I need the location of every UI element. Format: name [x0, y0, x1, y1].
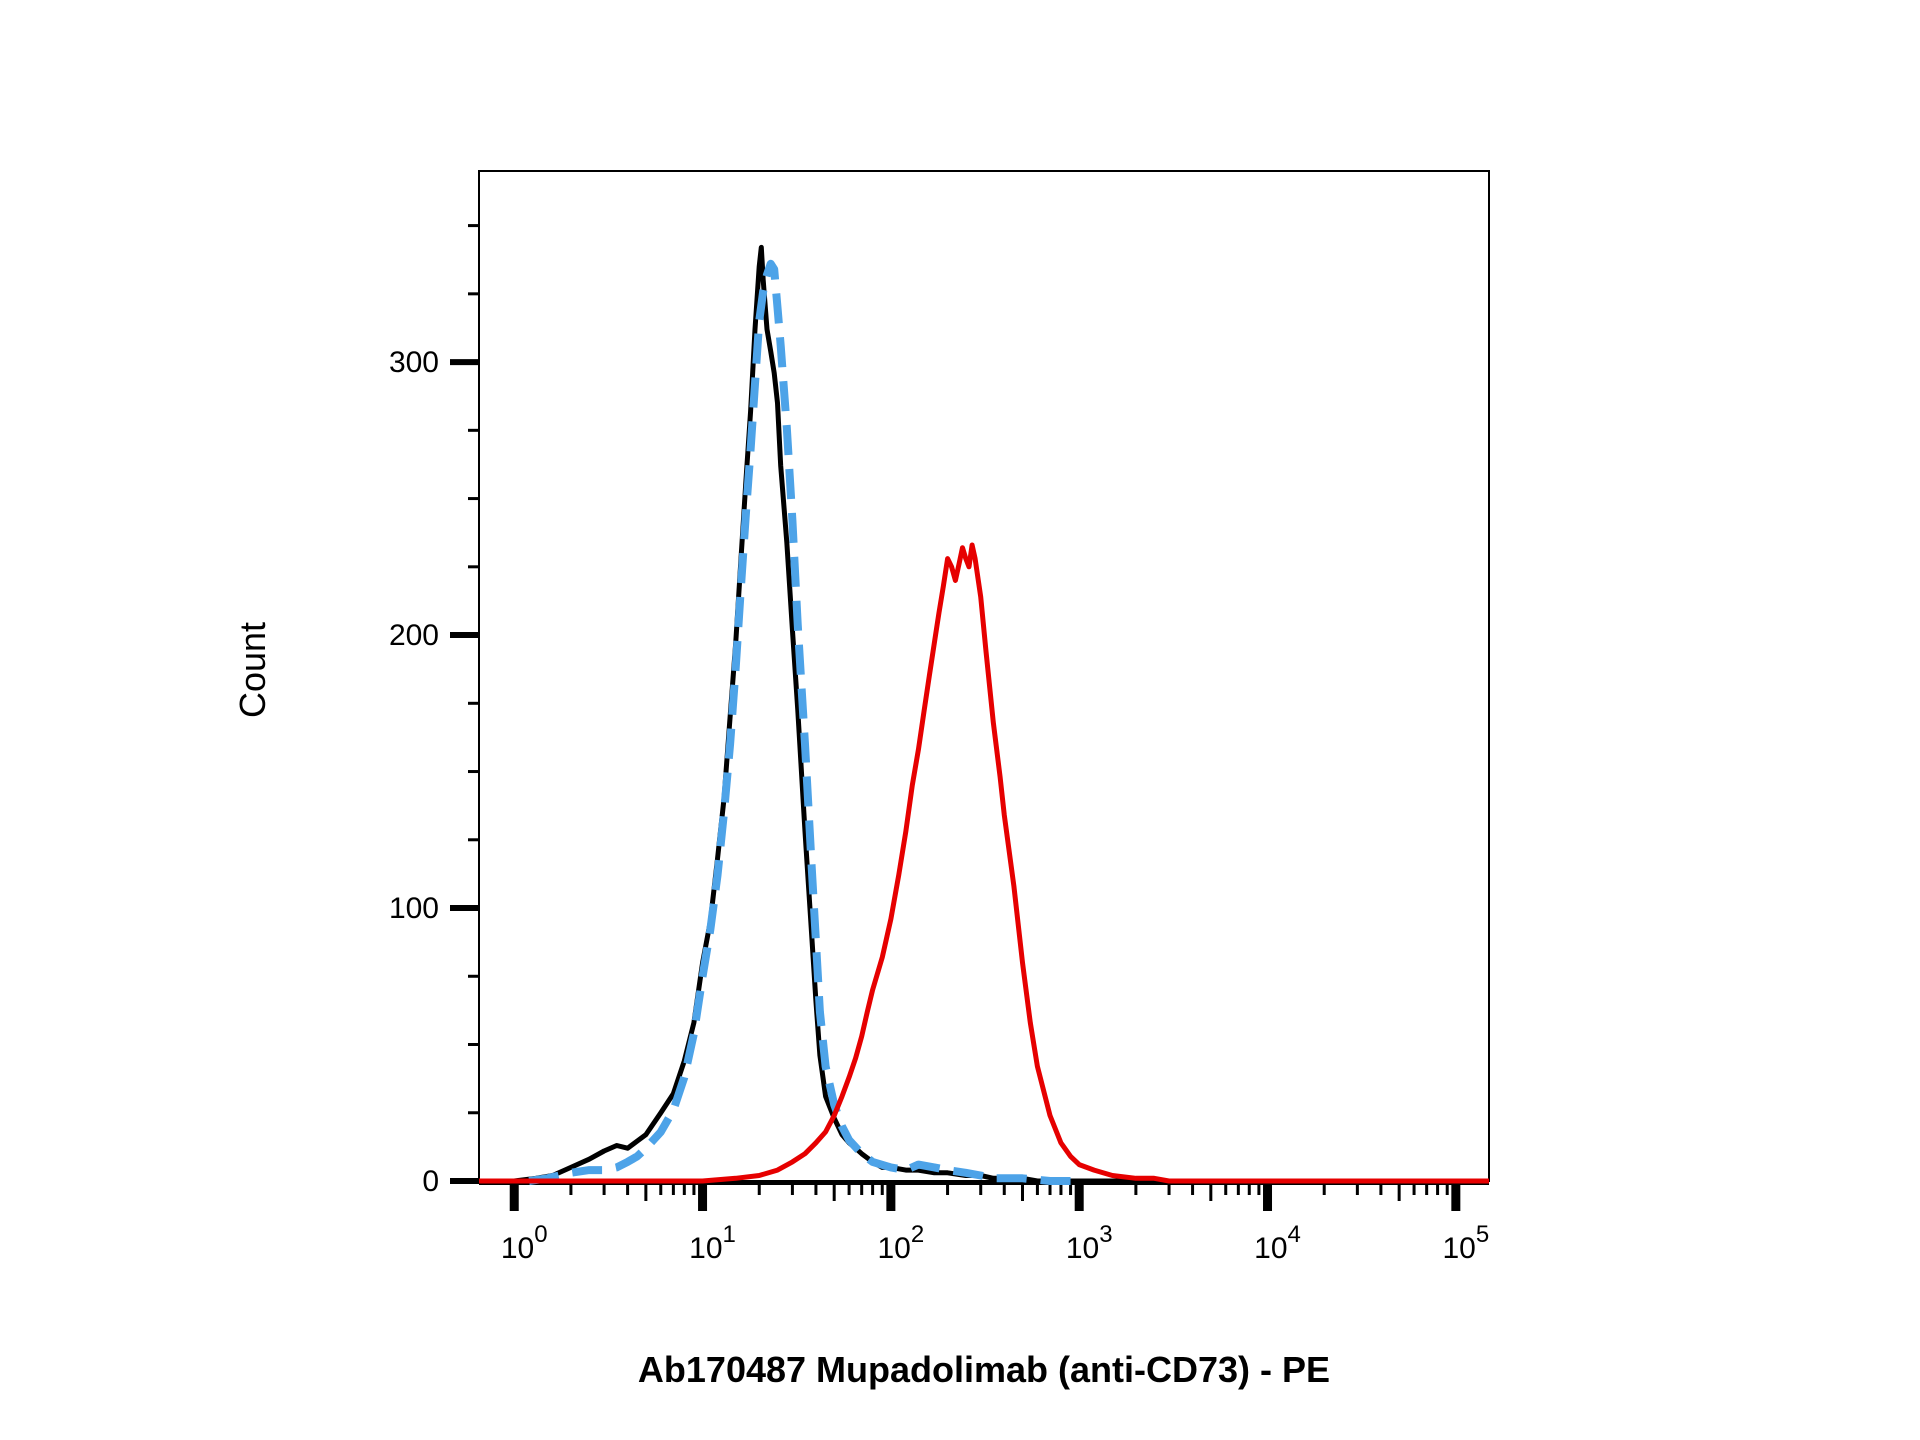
y-tick-label: 100 — [389, 892, 439, 925]
x-tick-label: 101 — [689, 1221, 736, 1265]
x-tick-label: 102 — [878, 1221, 925, 1265]
y-tick-label: 200 — [389, 619, 439, 652]
x-axis-title: Ab170487 Mupadolimab (anti-CD73) - PE — [638, 1349, 1330, 1390]
y-axis: 0 100 200 300 — [389, 224, 479, 1198]
x-tick-label: 100 — [501, 1221, 548, 1265]
x-tick-label: 105 — [1442, 1221, 1489, 1265]
series-line-dashed-blue — [528, 259, 1080, 1185]
y-axis-title: Count — [232, 622, 273, 718]
x-tick-label: 103 — [1066, 1221, 1113, 1265]
x-tick-label: 104 — [1254, 1221, 1301, 1265]
series-line-red — [479, 542, 1489, 1184]
plot-frame — [478, 170, 1490, 1182]
x-axis: 100 101 102 103 104 105 — [479, 1181, 1489, 1265]
y-tick-label: 300 — [389, 346, 439, 379]
y-tick-label: 0 — [422, 1165, 439, 1198]
series-curves — [479, 244, 1489, 1185]
series-line-black — [479, 244, 1489, 1184]
